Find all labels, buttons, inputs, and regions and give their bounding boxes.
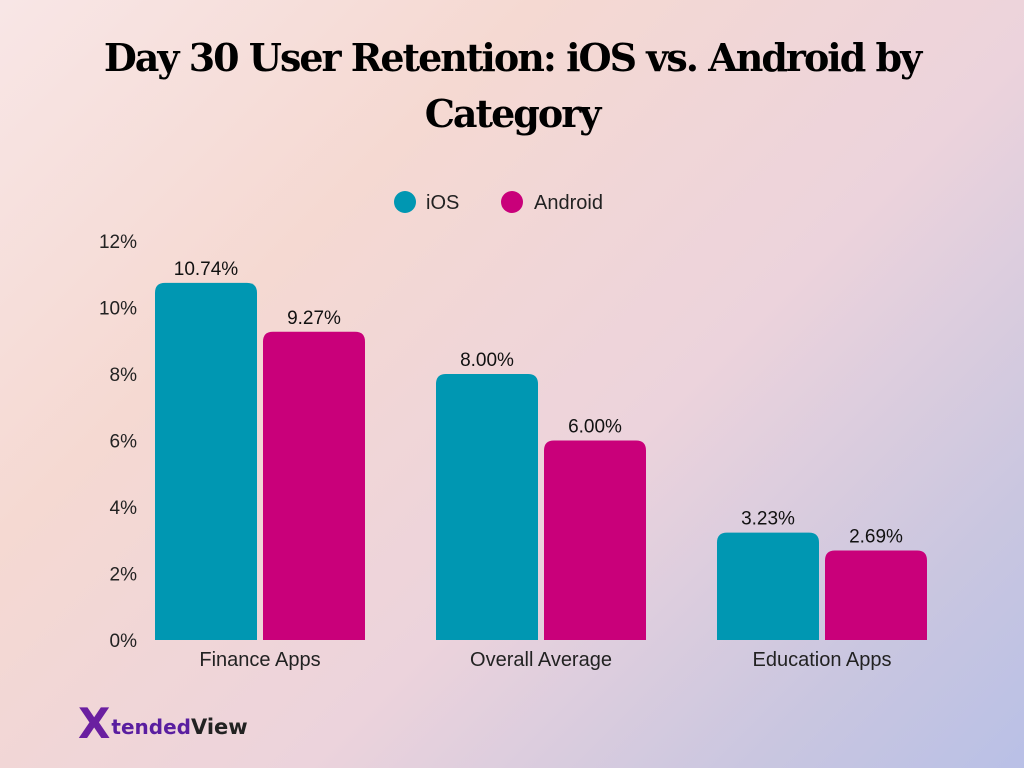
legend: iOS Android — [394, 191, 603, 214]
bar-ios-1 — [155, 282, 257, 640]
y-axis: 0% 2% 4% 6% 8% 10% 12% — [99, 232, 137, 652]
y-tick-label: 12% — [99, 232, 137, 253]
y-tick-label: 8% — [110, 365, 138, 386]
bar-value-label: 9.27% — [287, 308, 341, 329]
bar-value-label: 2.69% — [849, 527, 903, 548]
bar-value-label: 8.00% — [460, 350, 514, 371]
bar-value-label: 10.74% — [174, 259, 239, 280]
bar-ios-3 — [717, 532, 819, 640]
y-tick-label: 0% — [110, 631, 138, 652]
bar-ios-2 — [436, 374, 538, 640]
brand-logo-word-1: tended — [111, 715, 191, 739]
bar-android-3 — [825, 550, 927, 640]
brand-logo-wordmark: tendedView — [111, 716, 247, 738]
x-tick-label: Finance Apps — [199, 649, 320, 671]
brand-logo-mark: X — [78, 699, 111, 748]
brand-logo-word-2: View — [190, 715, 248, 739]
bar-android-1 — [263, 331, 365, 640]
legend-label-ios: iOS — [426, 192, 459, 214]
y-tick-label: 2% — [110, 565, 138, 586]
y-tick-label: 10% — [99, 299, 137, 320]
legend-label-android: Android — [534, 192, 603, 214]
bar-android-2 — [544, 440, 646, 640]
bar-value-label: 3.23% — [741, 509, 795, 530]
x-tick-label: Overall Average — [470, 649, 612, 671]
chart-title: Day 30 User Retention: iOS vs. Android b… — [103, 35, 922, 136]
x-axis: Finance Apps Overall Average Education App… — [199, 649, 891, 671]
bars: 10.74% 9.27% 8.00% 6.00% 3.23% 2.69% — [155, 259, 927, 640]
bar-value-label: 6.00% — [568, 417, 622, 438]
y-tick-label: 4% — [110, 498, 138, 519]
y-tick-label: 6% — [110, 432, 138, 453]
legend-swatch-android — [501, 191, 523, 213]
legend-swatch-ios — [394, 191, 416, 213]
brand-logo: X tendedView — [78, 699, 248, 748]
x-tick-label: Education Apps — [753, 649, 892, 671]
